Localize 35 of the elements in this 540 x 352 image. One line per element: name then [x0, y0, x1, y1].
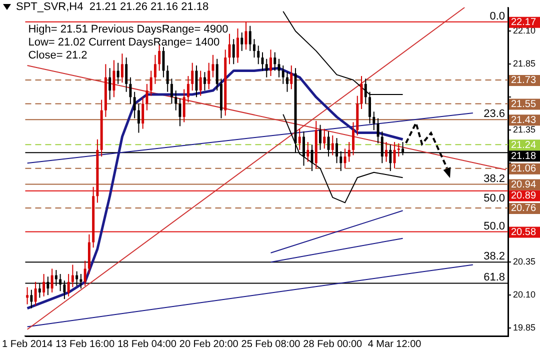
annotation: 0.0 — [490, 10, 505, 22]
y-tick-label: 21.35 — [513, 124, 536, 135]
annotation: 50.0 — [484, 220, 505, 232]
x-tick-label: 18 Feb 04:00 — [117, 338, 177, 350]
annotation: Close= 21.2 — [28, 50, 88, 62]
ref-line-label: 21.18 — [511, 150, 536, 162]
ref-line-label: 20.76 — [511, 203, 536, 214]
y-tick-label: 21.85 — [513, 58, 536, 69]
x-tick-label: 25 Feb 08:00 — [241, 338, 301, 350]
x-tick-label: 20 Feb 20:00 — [179, 338, 239, 350]
ref-line-label: 21.55 — [511, 98, 536, 110]
y-tick-label: 22.10 — [513, 26, 536, 36]
annotation: 23.6 — [484, 108, 505, 120]
x-tick-label: 28 Feb 00:00 — [303, 338, 363, 350]
y-tick-label: 19.85 — [513, 322, 536, 333]
annotation: Low= 21.02 Current DaysRange= 1400 — [28, 36, 220, 49]
annotation: High= 21.51 Previous DaysRange= 4900 — [28, 24, 228, 36]
ref-line-label: 21.43 — [511, 114, 536, 126]
annotation: 38.2 — [484, 172, 505, 185]
ref-line-label: 21.73 — [511, 75, 536, 86]
ref-line-label: 20.58 — [511, 226, 536, 238]
ref-line-label: 21.24 — [511, 140, 536, 151]
annotation: 50.0 — [484, 192, 505, 204]
ref-line-label: 22.17 — [511, 17, 536, 28]
ref-line-label: 20.94 — [511, 179, 536, 190]
ref-line-label: 21.06 — [511, 164, 536, 175]
x-tick-label: 1 Feb 2014 — [2, 338, 54, 350]
annotation: 61.8 — [484, 272, 505, 284]
y-tick-label: 20.35 — [513, 256, 536, 267]
annotation: 38.2 — [484, 250, 505, 263]
chart-title: SPT_SVR,H4 21.21 21.26 21.16 21.18 — [16, 1, 209, 13]
y-tick-label: 20.10 — [513, 290, 536, 300]
ref-line-label: 20.89 — [511, 190, 536, 202]
x-tick-label: 13 Feb 16:00 — [56, 338, 115, 350]
x-tick-label: 4 Mar 12:00 — [368, 338, 422, 350]
